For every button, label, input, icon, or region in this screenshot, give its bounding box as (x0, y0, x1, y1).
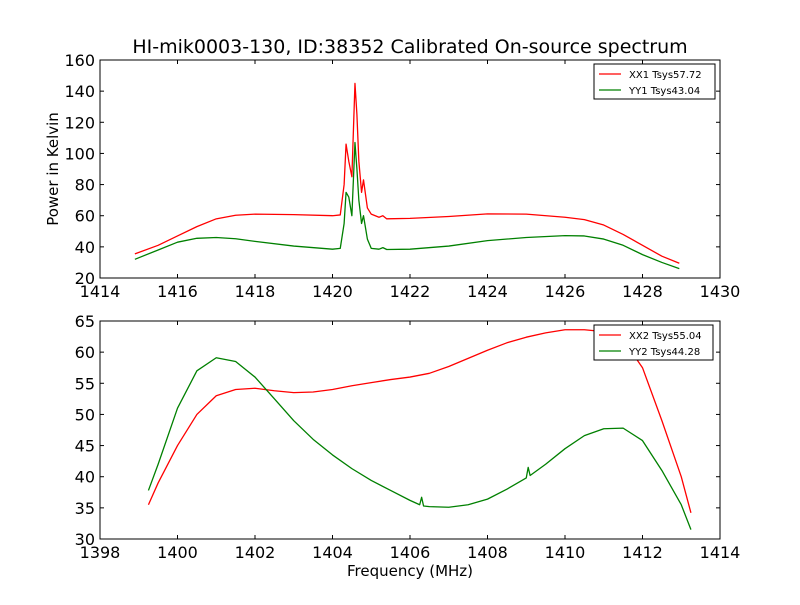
x-tick-label: 1404 (312, 543, 353, 562)
legend-top: XX1 Tsys57.72 YY1 Tsys43.04 (593, 63, 716, 100)
y-tick-label: 60 (75, 343, 95, 362)
y-tick-label: 35 (75, 499, 95, 518)
legend-label-yy1: YY1 Tsys43.04 (628, 86, 700, 97)
x-tick-label: 1418 (235, 282, 276, 301)
y-tick-label: 40 (75, 238, 95, 257)
y-tick-label: 120 (64, 113, 95, 132)
x-tick-label: 1398 (80, 543, 121, 562)
plot-frame-bottom (99, 320, 721, 540)
x-tick-label: 1410 (545, 543, 586, 562)
y-tick-label: 45 (75, 437, 95, 456)
x-tick-label: 1430 (700, 282, 741, 301)
chart-title: HI-mik0003-130, ID:38352 Calibrated On-s… (132, 36, 687, 58)
y-tick-label: 20 (75, 269, 95, 288)
y-tick-label: 80 (75, 176, 95, 195)
legend-box (593, 324, 714, 361)
x-tick-label: 1408 (467, 543, 508, 562)
legend-label-xx1: XX1 Tsys57.72 (629, 70, 702, 81)
x-tick-label: 1402 (235, 543, 276, 562)
x-tick-label: 1426 (545, 282, 586, 301)
legend-bottom: XX2 Tsys55.04 YY2 Tsys44.28 (593, 324, 714, 361)
y-tick-label: 60 (75, 207, 95, 226)
y-tick-label: 50 (75, 405, 95, 424)
y-axis-label: Power in Kelvin (44, 112, 62, 226)
legend-label-xx2: XX2 Tsys55.04 (629, 331, 702, 342)
legend-label-yy2: YY2 Tsys44.28 (628, 347, 700, 358)
x-tick-label: 1416 (157, 282, 198, 301)
legend-box (593, 63, 716, 100)
series-line-0 (134, 82, 680, 264)
x-tick-label: 1422 (390, 282, 431, 301)
y-tick-label: 55 (75, 374, 95, 393)
x-tick-label: 1420 (312, 282, 353, 301)
y-tick-label: 100 (64, 144, 95, 163)
y-tick-label: 30 (75, 530, 95, 549)
series-line-1 (134, 141, 680, 270)
y-tick-label: 160 (64, 51, 95, 70)
plot-frame-top (99, 59, 721, 279)
y-tick-label: 140 (64, 82, 95, 101)
y-tick-label: 40 (75, 468, 95, 487)
x-tick-label: 1412 (622, 543, 663, 562)
x-tick-label: 1414 (80, 282, 121, 301)
top-plot: 1414 1416 1418 1420 1422 1424 1426 1428 1430 20 40… (64, 51, 740, 301)
x-tick-label: 1400 (157, 543, 198, 562)
x-tick-label: 1428 (622, 282, 663, 301)
y-tick-label: 65 (75, 312, 95, 331)
x-tick-label: 1406 (390, 543, 431, 562)
x-tick-label: 1424 (467, 282, 508, 301)
series-line-1 (147, 357, 692, 530)
bottom-plot: 1398 1400 1402 1404 1406 1408 1410 1412 1414 30 35… (75, 312, 741, 562)
x-tick-label: 1414 (700, 543, 741, 562)
x-axis-label: Frequency (MHz) (347, 562, 473, 580)
